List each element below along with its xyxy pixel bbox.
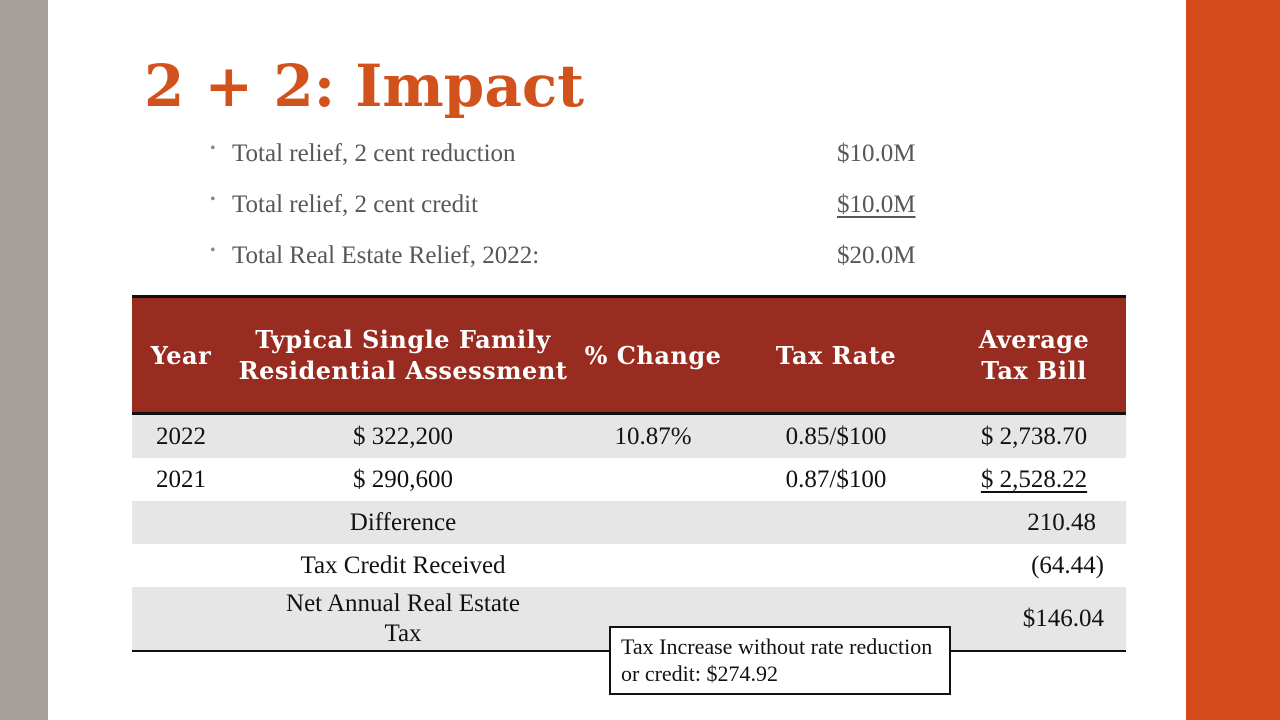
summary-value: 210.48 xyxy=(942,501,1126,544)
cell-tax-rate: 0.85/$100 xyxy=(730,413,942,458)
table-row: 2021 $ 290,600 0.87/$100 $ 2,528.22 xyxy=(132,458,1126,501)
bullet-dot-icon: • xyxy=(210,242,216,259)
relief-bullet-list: • Total relief, 2 cent reduction $10.0M … xyxy=(208,136,968,289)
summary-row-net: Net Annual Real Estate Tax $146.04 xyxy=(132,587,1126,652)
header-average-tax-bill: Average Tax Bill xyxy=(942,295,1126,415)
bullet-dot-icon: • xyxy=(210,140,216,157)
bullet-label: Total Real Estate Relief, 2022: xyxy=(232,242,540,269)
bullet-amount: $20.0M xyxy=(837,242,916,269)
cell-tax-rate: 0.87/$100 xyxy=(785,465,887,493)
right-accent-band xyxy=(1186,0,1280,720)
summary-value: (64.44) xyxy=(1031,551,1104,579)
summary-row-credit: Tax Credit Received (64.44) xyxy=(132,544,1126,587)
tax-impact-table: Year Typical Single Family Residential A… xyxy=(132,295,1126,652)
cell-year: 2021 xyxy=(156,465,206,493)
summary-label: Difference xyxy=(230,501,576,544)
slide-title: 2 + 2: Impact xyxy=(144,52,585,120)
summary-row-difference: Difference 210.48 xyxy=(132,501,1126,544)
header-year: Year xyxy=(132,295,230,415)
bullet-amount: $10.0M xyxy=(837,140,916,167)
summary-value: $146.04 xyxy=(942,587,1126,652)
bullet-item: • Total Real Estate Relief, 2022: $20.0M xyxy=(208,238,968,289)
cell-year: 2022 xyxy=(132,413,230,458)
cell-average-tax-bill: $ 2,738.70 xyxy=(942,413,1126,458)
tax-increase-callout: Tax Increase without rate reduction or c… xyxy=(609,626,951,695)
cell-percent-change: 10.87% xyxy=(576,413,730,458)
cell-assessment: $ 290,600 xyxy=(353,465,453,493)
bullet-item: • Total relief, 2 cent reduction $10.0M xyxy=(208,136,968,187)
left-accent-band xyxy=(0,0,48,720)
bullet-dot-icon: • xyxy=(210,191,216,208)
header-percent-change: % Change xyxy=(576,295,730,415)
bullet-label: Total relief, 2 cent reduction xyxy=(232,140,516,167)
bullet-label: Total relief, 2 cent credit xyxy=(232,191,479,218)
cell-average-tax-bill: $ 2,528.22 xyxy=(942,458,1126,501)
cell-average-tax-bill-value: $ 2,528.22 xyxy=(980,465,1088,493)
header-assessment: Typical Single Family Residential Assess… xyxy=(230,295,576,415)
cell-percent-change xyxy=(576,458,730,501)
summary-label: Tax Credit Received xyxy=(300,551,506,579)
header-tax-rate: Tax Rate xyxy=(730,295,942,415)
bullet-item: • Total relief, 2 cent credit $10.0M xyxy=(208,187,968,238)
cell-assessment: $ 322,200 xyxy=(230,413,576,458)
summary-label: Net Annual Real Estate Tax xyxy=(230,587,576,652)
table-header-row: Year Typical Single Family Residential A… xyxy=(132,295,1126,415)
table-row: 2022 $ 322,200 10.87% 0.85/$100 $ 2,738.… xyxy=(132,413,1126,458)
bullet-amount: $10.0M xyxy=(837,191,916,218)
